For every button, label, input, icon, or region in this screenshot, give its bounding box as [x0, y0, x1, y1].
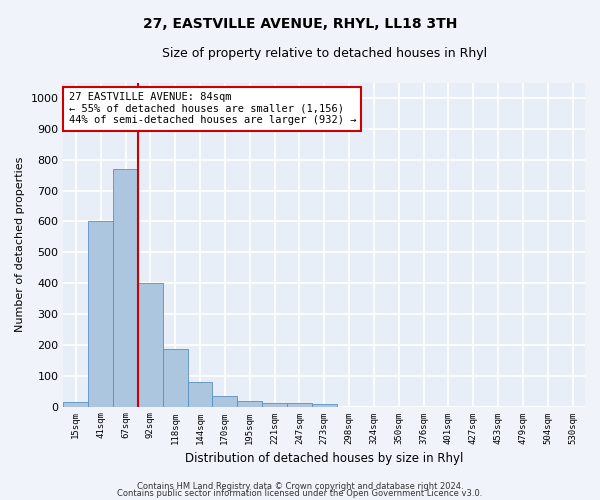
X-axis label: Distribution of detached houses by size in Rhyl: Distribution of detached houses by size … — [185, 452, 463, 465]
Bar — [64, 402, 88, 406]
Bar — [163, 350, 188, 406]
Text: Contains public sector information licensed under the Open Government Licence v3: Contains public sector information licen… — [118, 489, 482, 498]
Bar — [237, 402, 262, 406]
Bar — [312, 404, 337, 406]
Bar — [113, 169, 138, 406]
Text: Contains HM Land Registry data © Crown copyright and database right 2024.: Contains HM Land Registry data © Crown c… — [137, 482, 463, 491]
Bar — [212, 396, 237, 406]
Text: 27 EASTVILLE AVENUE: 84sqm
← 55% of detached houses are smaller (1,156)
44% of s: 27 EASTVILLE AVENUE: 84sqm ← 55% of deta… — [68, 92, 356, 126]
Title: Size of property relative to detached houses in Rhyl: Size of property relative to detached ho… — [161, 48, 487, 60]
Bar — [287, 403, 312, 406]
Bar — [138, 283, 163, 406]
Bar — [262, 403, 287, 406]
Text: 27, EASTVILLE AVENUE, RHYL, LL18 3TH: 27, EASTVILLE AVENUE, RHYL, LL18 3TH — [143, 18, 457, 32]
Bar — [88, 222, 113, 406]
Y-axis label: Number of detached properties: Number of detached properties — [15, 157, 25, 332]
Bar — [188, 382, 212, 406]
